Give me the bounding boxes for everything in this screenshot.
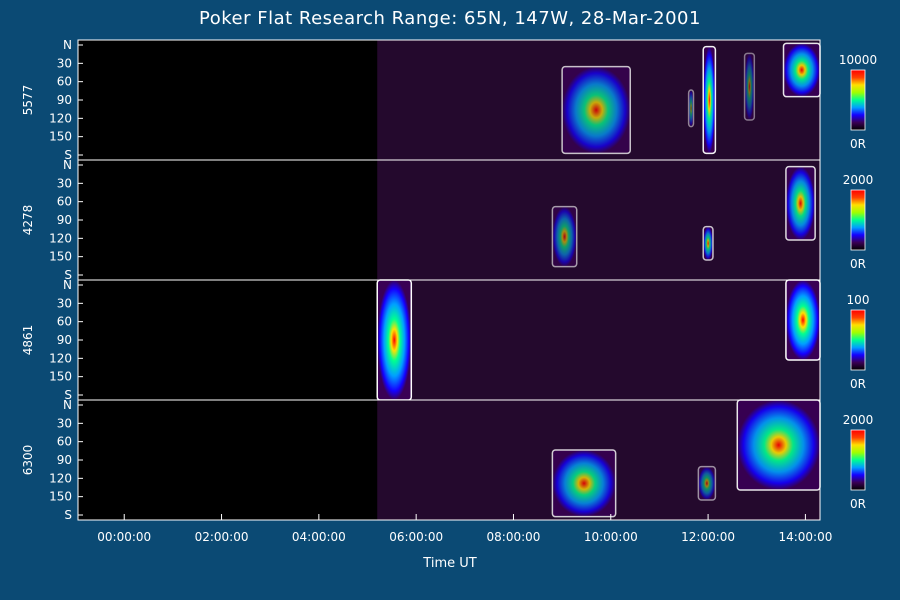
x-tick-label: 04:00:00: [292, 530, 346, 544]
emission-region: [702, 45, 717, 155]
y-tick-label: 30: [57, 416, 72, 430]
colorbar-min-label: 0R: [850, 497, 866, 511]
y-tick-label: 120: [49, 231, 72, 245]
y-tick-label: 60: [57, 315, 72, 329]
colorbar-max-label: 10000: [839, 53, 877, 67]
colorbar: [850, 429, 866, 491]
emission-region: [785, 165, 816, 241]
x-tick-label: 10:00:00: [584, 530, 638, 544]
emission-region: [551, 449, 617, 518]
chart-title: Poker Flat Research Range: 65N, 147W, 28…: [199, 8, 701, 29]
emission-region: [551, 205, 578, 268]
y-tick-label: 90: [57, 333, 72, 347]
y-tick-label: 90: [57, 93, 72, 107]
y-tick-label: 60: [57, 435, 72, 449]
emission-region: [376, 279, 413, 401]
colorbar: [850, 309, 866, 371]
y-tick-label: N: [63, 158, 72, 172]
y-tick-label: 30: [57, 56, 72, 70]
y-tick-label: N: [63, 398, 72, 412]
colorbar: [850, 189, 866, 251]
y-tick-label: 120: [49, 351, 72, 365]
emission-region: [743, 52, 756, 121]
faint-emission-region: [377, 160, 820, 280]
emission-region: [785, 279, 821, 361]
y-tick-label: 150: [49, 490, 72, 504]
emission-region: [687, 89, 695, 128]
x-tick-label: 02:00:00: [195, 530, 249, 544]
panel-5577: N 30 60 90 120 150 S 5577 10000 0R: [21, 38, 877, 162]
emission-region: [782, 42, 821, 98]
y-tick-label: 60: [57, 195, 72, 209]
emission-region: [697, 465, 717, 501]
emission-region: [702, 225, 714, 261]
y-tick-label: 90: [57, 453, 72, 467]
x-tick-label: 00:00:00: [97, 530, 151, 544]
y-tick-label: 120: [49, 471, 72, 485]
y-tick-label: 150: [49, 370, 72, 384]
emission-region: [736, 399, 821, 491]
y-tick-label: 30: [57, 296, 72, 310]
x-tick-label: 12:00:00: [681, 530, 735, 544]
y-tick-label: 150: [49, 250, 72, 264]
colorbar-min-label: 0R: [850, 137, 866, 151]
x-tick-label: 14:00:00: [778, 530, 832, 544]
colorbar-max-label: 100: [847, 293, 870, 307]
y-tick-label: N: [63, 38, 72, 52]
y-tick-label: S: [64, 148, 72, 162]
colorbar-min-label: 0R: [850, 257, 866, 271]
colorbar-max-label: 2000: [843, 173, 874, 187]
y-tick-label: S: [64, 268, 72, 282]
panel-4278: N 30 60 90 120 150 S 4278 2000 0R: [21, 158, 873, 282]
y-tick-label: 60: [57, 75, 72, 89]
panel-4861: N 30 60 90 120 150 S 4861 100 0R: [21, 278, 869, 402]
panel-label: 4861: [21, 325, 35, 356]
colorbar: [850, 69, 866, 131]
y-tick-label: 90: [57, 213, 72, 227]
panel-label: 4278: [21, 205, 35, 236]
y-tick-label: 30: [57, 176, 72, 190]
emission-region: [561, 65, 631, 155]
panel-6300: N 30 60 90 120 150 S 6300 2000 0R: [21, 398, 873, 522]
colorbar-min-label: 0R: [850, 377, 866, 391]
colorbar-max-label: 2000: [843, 413, 874, 427]
y-tick-label: S: [64, 388, 72, 402]
x-axis-label: Time UT: [423, 556, 477, 571]
y-tick-label: 120: [49, 111, 72, 125]
panel-label: 5577: [21, 85, 35, 116]
y-tick-label: N: [63, 278, 72, 292]
y-tick-label: 150: [49, 130, 72, 144]
panel-label: 6300: [21, 445, 35, 476]
x-tick-label: 08:00:00: [487, 530, 541, 544]
y-tick-label: S: [64, 508, 72, 522]
x-tick-label: 06:00:00: [389, 530, 443, 544]
faint-emission-region: [377, 280, 820, 400]
